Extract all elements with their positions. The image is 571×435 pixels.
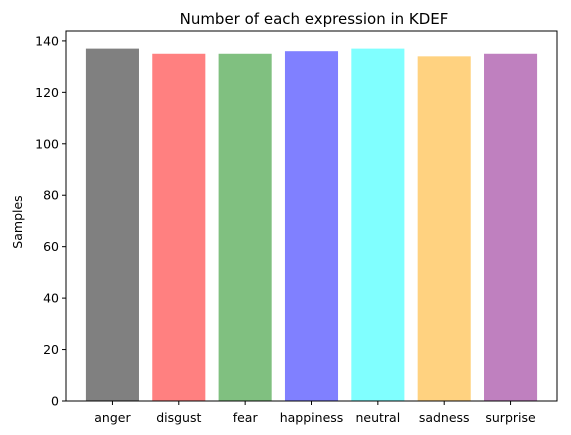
y-tick-label: 120: [35, 85, 59, 100]
bar-neutral: [351, 48, 405, 401]
x-tick-label: neutral: [355, 410, 400, 425]
x-tick-label: fear: [233, 410, 259, 425]
y-axis-ticks: 0 20 40 60 80 100 120 140: [35, 33, 66, 409]
x-tick-label: happiness: [280, 410, 344, 425]
y-tick-label: 20: [43, 342, 59, 357]
bar-fear: [218, 53, 272, 401]
y-tick-label: 100: [35, 136, 59, 151]
y-tick-label: 60: [43, 239, 59, 254]
y-tick-label: 80: [43, 188, 59, 203]
bars-group: [85, 48, 538, 402]
plot-frame: [65, 30, 558, 402]
y-tick-label: 0: [51, 394, 59, 409]
y-tick-label: 40: [43, 291, 59, 306]
bar-sadness: [417, 56, 471, 401]
x-tick-label: anger: [94, 410, 131, 425]
bar-surprise: [484, 53, 538, 401]
bar-disgust: [152, 53, 206, 401]
x-tick-label: disgust: [156, 410, 201, 425]
x-axis-ticks: anger disgust fear happiness neutral sadness s…: [94, 401, 536, 425]
bar-anger: [85, 48, 139, 401]
chart-title: Number of each expression in KDEF: [180, 10, 449, 28]
x-tick-label: sadness: [419, 410, 470, 425]
x-tick-label: surprise: [485, 410, 536, 425]
y-tick-label: 140: [35, 33, 59, 48]
bar-happiness: [284, 51, 339, 402]
y-axis-label: Samples: [10, 195, 25, 248]
